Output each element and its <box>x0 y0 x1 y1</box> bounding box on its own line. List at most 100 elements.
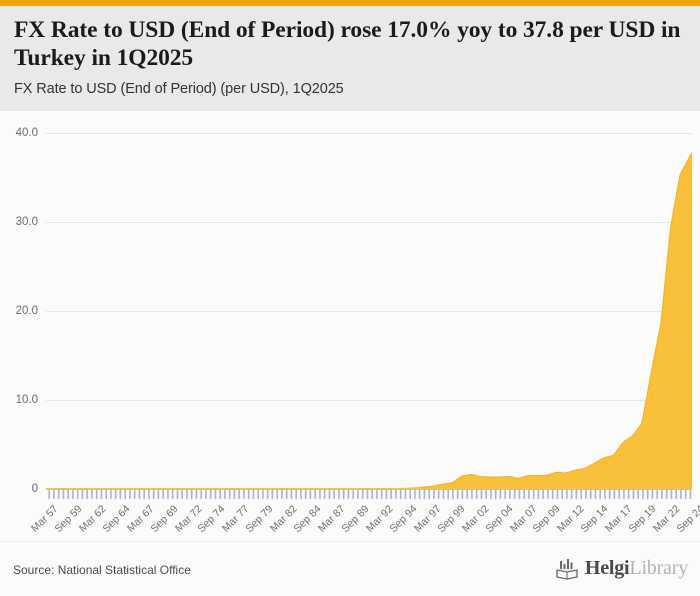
gridline <box>46 133 692 134</box>
x-tick-mark <box>152 489 155 499</box>
x-tick-mark <box>442 489 445 499</box>
x-tick-mark <box>67 489 69 499</box>
x-tick-mark <box>395 489 397 499</box>
x-tick-mark <box>390 489 392 499</box>
x-tick-mark <box>542 489 544 499</box>
x-tick-mark <box>385 489 388 499</box>
x-tick-mark <box>323 489 326 499</box>
area-line-path <box>46 152 692 489</box>
x-tick-mark <box>670 489 673 499</box>
x-tick-mark <box>338 489 340 499</box>
x-tick-mark <box>214 489 217 499</box>
x-tick-mark <box>247 489 250 499</box>
x-tick-mark <box>575 489 578 499</box>
x-tick-mark <box>48 489 50 499</box>
x-tick-mark <box>604 489 606 499</box>
x-tick-mark <box>585 489 587 499</box>
x-tick-mark <box>642 489 644 499</box>
x-tick-mark <box>95 489 98 499</box>
x-tick-mark <box>266 489 269 499</box>
x-tick-mark <box>72 489 74 499</box>
x-tick-mark <box>114 489 117 499</box>
x-tick-mark <box>428 489 430 499</box>
x-tick-mark <box>205 489 207 499</box>
x-tick-mark <box>366 489 369 499</box>
brand-wordmark: HelgiLibrary <box>585 557 688 580</box>
x-tick-mark <box>148 489 150 499</box>
x-tick-mark <box>233 489 236 499</box>
x-tick-mark <box>627 489 630 499</box>
x-tick-mark <box>304 489 307 499</box>
brand-name-secondary: Library <box>629 557 688 579</box>
x-tick-mark <box>186 489 188 499</box>
x-tick-mark <box>285 489 288 499</box>
y-axis-tick-label: 20.0 <box>15 305 38 317</box>
x-tick-mark <box>371 489 373 499</box>
x-tick-mark <box>404 489 407 499</box>
x-tick-mark <box>228 489 231 499</box>
x-tick-mark <box>219 489 221 499</box>
x-tick-mark <box>357 489 359 499</box>
x-tick-mark <box>661 489 663 499</box>
page-title: FX Rate to USD (End of Period) rose 17.0… <box>14 17 681 71</box>
x-tick-mark <box>281 489 283 499</box>
x-tick-mark <box>133 489 136 499</box>
x-tick-mark <box>675 489 677 499</box>
brand-logo[interactable]: HelgiLibrary <box>555 557 688 580</box>
chart-subtitle: FX Rate to USD (End of Period) (per USD)… <box>14 81 344 97</box>
x-tick-mark <box>257 489 259 499</box>
x-tick-mark <box>613 489 616 499</box>
x-tick-mark <box>167 489 169 499</box>
x-tick-mark <box>157 489 160 499</box>
area-series <box>46 152 692 489</box>
x-tick-mark <box>414 489 416 499</box>
x-tick-mark <box>509 489 511 499</box>
x-tick-mark <box>518 489 521 499</box>
x-tick-mark <box>433 489 435 499</box>
x-tick-mark <box>537 489 540 499</box>
x-tick-mark <box>513 489 516 499</box>
x-tick-mark <box>380 489 383 499</box>
x-tick-mark <box>665 489 668 499</box>
x-tick-mark <box>342 489 345 499</box>
x-tick-mark <box>570 489 573 499</box>
plot-area: 0 10.0 20.0 30.0 40.0 Mar 57 Sep 59 Mar 62 Sep … <box>0 111 700 541</box>
plot-background <box>46 133 692 511</box>
x-tick-mark <box>637 489 639 499</box>
x-tick-mark <box>290 489 293 499</box>
x-tick-mark <box>561 489 563 499</box>
x-tick-mark <box>86 489 88 499</box>
x-tick-mark <box>656 489 658 499</box>
x-tick-mark <box>271 489 274 499</box>
x-tick-mark <box>238 489 240 499</box>
x-tick-mark <box>53 489 55 499</box>
x-tick-mark <box>81 489 84 499</box>
x-tick-mark <box>599 489 601 499</box>
x-tick-mark <box>409 489 411 499</box>
y-axis-tick-label: 40.0 <box>15 127 38 139</box>
y-axis-tick-label: 0 <box>31 483 38 495</box>
x-tick-mark <box>176 489 179 499</box>
x-tick-mark <box>528 489 530 499</box>
x-tick-mark <box>580 489 582 499</box>
source-note: Source: National Statistical Office <box>13 563 191 577</box>
x-tick-mark <box>319 489 321 499</box>
x-tick-mark <box>100 489 103 499</box>
x-tick-mark <box>309 489 312 499</box>
x-tick-mark <box>209 489 212 499</box>
x-axis-tick-marks <box>48 489 692 499</box>
x-tick-mark <box>352 489 354 499</box>
x-tick-mark <box>62 489 65 499</box>
x-tick-mark <box>632 489 635 499</box>
x-tick-mark <box>608 489 611 499</box>
x-tick-mark <box>504 489 506 499</box>
x-tick-mark <box>480 489 483 499</box>
x-tick-mark <box>124 489 126 499</box>
x-tick-mark <box>399 489 402 499</box>
x-tick-mark <box>437 489 440 499</box>
footer-divider <box>0 541 700 542</box>
x-tick-mark <box>119 489 122 499</box>
x-tick-mark <box>243 489 245 499</box>
book-bars-icon <box>556 558 578 580</box>
